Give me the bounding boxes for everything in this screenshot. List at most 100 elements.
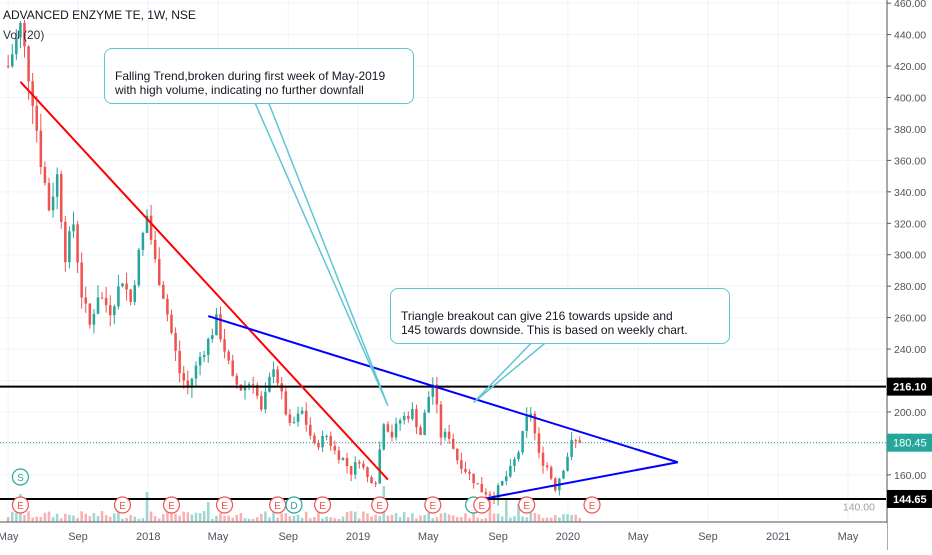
candle-body <box>456 448 459 461</box>
price-tick-label: 340.00 <box>894 187 926 199</box>
candle-body <box>251 384 255 386</box>
event-marker-label: E <box>17 501 24 512</box>
volume-bar <box>545 517 549 522</box>
trendline-triangle-upper <box>207 315 679 464</box>
candle-body <box>182 373 185 381</box>
volume-bar <box>10 511 14 522</box>
price-tick-label: 440.00 <box>894 30 926 42</box>
chart-legend: ADVANCED ENZYME TE, 1W, NSE Vol (20) <box>3 8 196 42</box>
volume-bar <box>194 512 198 522</box>
volume-bar <box>149 511 153 522</box>
volume-bar <box>211 518 214 522</box>
trendline-falling-trend <box>19 81 389 481</box>
candle-body <box>223 339 226 352</box>
volume-bar <box>88 516 92 522</box>
candle-body <box>141 232 145 250</box>
volume-bar <box>537 514 541 522</box>
price-tick-label: 360.00 <box>894 155 926 167</box>
volume-bar <box>460 517 463 522</box>
volume-bar <box>541 518 545 522</box>
candle-body <box>170 314 173 333</box>
volume-bar <box>317 511 320 522</box>
volume-bar <box>166 511 169 522</box>
price-tick-label: 460.00 <box>894 0 926 10</box>
candle-body <box>562 470 565 479</box>
volume-bar <box>435 517 439 522</box>
volume-bar <box>129 515 132 522</box>
candle-body <box>288 414 292 423</box>
level-price-label: 144.65 <box>893 494 927 506</box>
volume-bar <box>239 513 243 522</box>
candle-body <box>505 476 508 481</box>
candle-body <box>125 283 128 290</box>
candle-body <box>321 436 324 448</box>
volume-bar <box>157 518 161 522</box>
volume-bar <box>407 517 410 522</box>
candle-body <box>533 413 537 434</box>
candle-body <box>570 440 573 457</box>
event-marker-label: E <box>478 501 485 512</box>
volume-bar <box>558 517 561 522</box>
candle-body <box>362 463 365 468</box>
candle-body <box>84 297 88 304</box>
candle-body <box>407 415 410 419</box>
volume-bar <box>182 511 185 522</box>
volume-bar <box>362 511 365 522</box>
time-tick-label: Sep <box>278 531 298 543</box>
volume-bar <box>15 512 18 522</box>
time-tick-label: Sep <box>698 531 718 543</box>
event-marker-label: E <box>119 501 126 512</box>
volume-bar <box>121 518 124 522</box>
volume-bar <box>529 512 533 522</box>
volume-bar <box>554 515 557 522</box>
event-marker-circle <box>285 496 303 514</box>
event-marker-label: E <box>523 501 530 512</box>
volume-bar <box>394 513 398 522</box>
volume-bar <box>574 514 577 522</box>
volume-bar <box>31 517 34 522</box>
candle-body <box>496 485 500 500</box>
volume-bar <box>84 513 88 522</box>
volume-bar <box>43 512 47 522</box>
volume-bar <box>272 511 275 522</box>
event-marker-circle <box>11 496 30 514</box>
callout-pointer <box>473 333 559 404</box>
volume-indicator-label: Vol (20) <box>3 28 45 42</box>
time-tick-label: Sep <box>68 531 88 543</box>
volume-bar <box>464 513 467 522</box>
candle-body <box>525 416 528 431</box>
volume-bar <box>480 518 484 522</box>
candle-body <box>10 54 14 67</box>
volume-bar <box>51 517 55 522</box>
candle-body <box>402 415 406 421</box>
volume-bar <box>59 518 63 522</box>
time-tick-label: May <box>628 531 649 543</box>
candle-body <box>537 433 541 453</box>
volume-bar <box>398 516 402 522</box>
volume-bar <box>488 497 492 522</box>
volume-bar <box>174 513 177 522</box>
candle-body <box>353 462 357 475</box>
volume-bar <box>64 513 67 522</box>
time-tick-label: May <box>208 531 229 543</box>
candle-body <box>484 492 488 495</box>
event-marker-label: E <box>274 501 281 512</box>
volume-bar <box>108 516 112 522</box>
event-marker-circle <box>113 496 132 514</box>
candle-body <box>415 408 418 428</box>
volume-bar <box>47 511 51 522</box>
volume-bar <box>345 512 349 522</box>
volume-bar <box>284 513 288 522</box>
candle-body <box>358 462 361 464</box>
volume-bar <box>190 514 194 522</box>
volume-bar <box>247 518 251 522</box>
candle-body <box>341 457 345 460</box>
candle-body <box>243 386 247 391</box>
volume-bar <box>415 518 418 522</box>
volume-bar <box>104 515 108 522</box>
volume-bar <box>439 513 443 522</box>
event-marker-label: S <box>17 473 24 484</box>
volume-bar <box>243 518 247 522</box>
candle-body <box>488 494 492 496</box>
